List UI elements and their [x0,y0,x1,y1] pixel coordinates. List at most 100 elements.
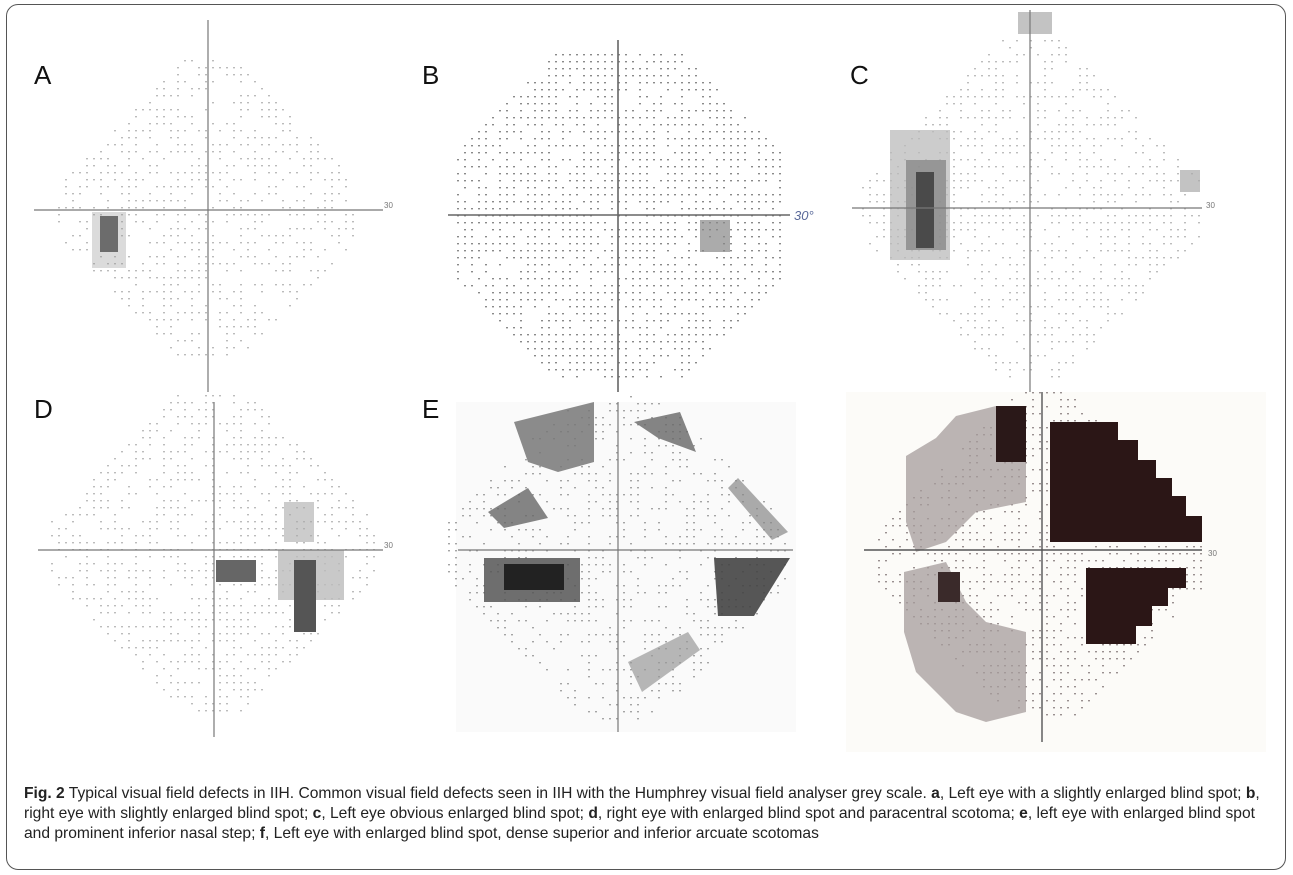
field-dot [674,236,676,238]
field-dot [1200,546,1202,548]
field-dot [156,109,158,111]
field-dot [499,131,501,133]
field-dot [114,570,116,572]
field-dot [254,165,256,167]
field-dot [282,661,284,663]
field-dot [527,96,529,98]
field-dot [541,341,543,343]
field-dot [1072,327,1074,329]
field-dot [513,236,515,238]
field-dot [597,187,599,189]
field-dot [233,444,235,446]
field-dot [233,74,235,76]
field-dot [275,235,277,237]
field-dot [191,298,193,300]
field-dot [177,479,179,481]
field-dot [674,271,676,273]
field-dot [658,585,660,587]
field-dot [205,137,207,139]
field-dot [651,711,653,713]
field-dot [709,173,711,175]
field-dot [485,131,487,133]
field-dot [948,553,950,555]
field-dot [546,641,548,643]
field-dot [317,221,319,223]
field-dot [1193,581,1195,583]
field-dot [609,515,611,517]
field-dot [681,110,683,112]
field-dot [212,577,214,579]
field-dot [548,369,550,371]
field-dot [681,299,683,301]
field-dot [604,110,606,112]
field-dot [1200,560,1202,562]
field-dot [254,605,256,607]
field-dot [618,201,620,203]
field-dot [296,242,298,244]
field-dot [695,82,697,84]
field-dot [744,187,746,189]
field-dot [261,647,263,649]
field-dot [632,362,634,364]
field-dot [611,348,613,350]
field-dot [1184,215,1186,217]
field-dot [967,82,969,84]
field-dot [506,173,508,175]
field-dot [79,207,81,209]
field-dot [602,634,604,636]
field-dot [247,200,249,202]
field-dot [352,514,354,516]
field-dot [637,578,639,580]
field-dot [688,75,690,77]
field-dot [1170,243,1172,245]
field-dot [1086,180,1088,182]
field-dot [623,529,625,531]
field-dot [1149,271,1151,273]
field-dot [749,543,751,545]
field-dot [525,557,527,559]
field-dot [883,236,885,238]
field-dot [240,584,242,586]
field-dot [548,138,550,140]
field-dot [651,557,653,559]
field-dot [1086,208,1088,210]
field-dot [247,682,249,684]
field-dot [925,292,927,294]
field-dot [555,68,557,70]
field-dot [240,256,242,258]
field-dot [275,521,277,523]
field-dot [310,144,312,146]
field-dot [574,606,576,608]
field-dot [527,236,529,238]
field-dot [630,676,632,678]
field-dot [716,117,718,119]
field-dot [121,605,123,607]
field-dot [716,271,718,273]
field-dot [751,180,753,182]
field-dot [128,507,130,509]
field-dot [1002,89,1004,91]
field-dot [1163,222,1165,224]
field-dot [1023,292,1025,294]
field-dot [681,313,683,315]
field-dot [630,494,632,496]
field-dot [597,306,599,308]
field-dot [1044,355,1046,357]
field-dot [226,340,228,342]
field-dot [981,271,983,273]
field-dot [955,553,957,555]
field-dot [135,137,137,139]
field-dot [707,662,709,664]
field-dot [660,376,662,378]
field-dot [219,682,221,684]
field-dot [240,661,242,663]
field-dot [562,236,564,238]
field-dot [303,633,305,635]
field-dot [464,285,466,287]
field-dot [709,208,711,210]
field-dot [520,96,522,98]
field-dot [611,145,613,147]
field-dot [772,222,774,224]
field-dot [688,327,690,329]
field-dot [303,486,305,488]
